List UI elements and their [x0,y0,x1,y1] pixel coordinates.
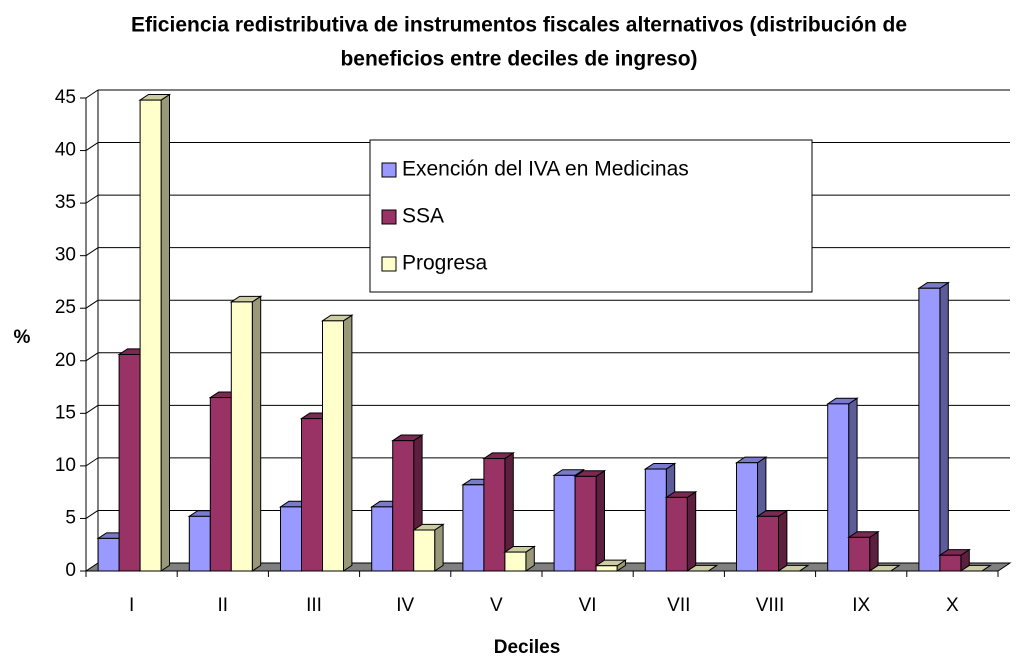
bar [371,506,394,572]
x-tick-label: VI [579,595,597,616]
grid-line [85,299,99,309]
x-tick-label: X [946,595,959,616]
y-axis-title: % [14,327,31,348]
y-tick-label: 0 [65,560,76,581]
bar-top [685,564,719,572]
bar [301,418,323,572]
y-tick-label: 35 [55,192,76,213]
x-tick-label: IV [396,595,414,616]
legend-label: SSA [402,205,444,228]
y-tick-label: 30 [55,245,76,266]
bar [139,99,162,572]
bar [462,484,485,572]
bar [188,515,211,572]
bar [413,529,436,572]
bar-side [434,523,444,572]
bar-top [776,564,810,572]
bar-side [160,93,170,572]
y-tick-label: 15 [55,402,76,423]
bar [939,554,962,572]
legend-swatch [381,162,397,178]
bar [665,496,688,572]
legend-swatch [381,256,397,272]
grid-line [85,89,99,99]
bar-side [869,530,879,572]
grid-line [85,457,99,467]
bar [553,474,576,572]
x-axis-title: Deciles [494,637,561,658]
bar [848,536,871,572]
legend-swatch [381,209,397,225]
bar [644,468,667,572]
legend-box [369,139,813,293]
bar [736,462,758,572]
bar [392,440,415,572]
bar-side [778,509,788,572]
grid-line [85,352,99,362]
x-tick-label: III [306,595,322,616]
bar [209,397,232,572]
x-tick-label: VII [667,595,690,616]
bar [757,515,779,572]
y-tick-label: 10 [55,455,76,476]
bar [322,320,344,572]
bar [97,537,120,572]
x-tick-label: V [490,595,503,616]
bar [280,506,302,572]
grid-line [85,142,99,151]
bar-side [251,295,262,572]
bar-side [343,314,353,572]
bar [504,551,527,572]
y-tick-label: 20 [55,350,76,371]
grid-line [85,510,99,519]
chart-title: Eficiencia redistributiva de instrumento… [131,14,907,37]
grid-line [85,247,99,257]
y-tick-label: 40 [55,140,76,161]
y-tick-label: 25 [55,297,76,318]
x-tick-label: I [129,595,134,616]
bar [595,565,618,572]
legend-label: Progresa [402,252,488,275]
bar [483,458,506,572]
x-tick-label: VIII [756,595,785,616]
x-tick-label: IX [852,595,870,616]
bar-side [939,281,949,572]
bar [118,353,141,572]
bar [918,287,941,572]
bar [574,475,597,572]
bar-side [686,490,697,572]
x-tick-label: II [218,595,229,616]
bar [230,301,253,572]
legend-label: Exención del IVA en Medicinas [402,158,689,181]
y-tick-label: 45 [55,87,76,108]
y-tick-label: 5 [65,507,76,528]
bar-top [868,564,901,572]
bar [827,403,850,572]
grid-line [85,404,99,414]
chart-title: beneficios entre deciles de ingreso) [340,48,697,71]
bar-side [595,469,605,572]
grid-line [85,194,99,204]
bar-top [959,564,992,572]
